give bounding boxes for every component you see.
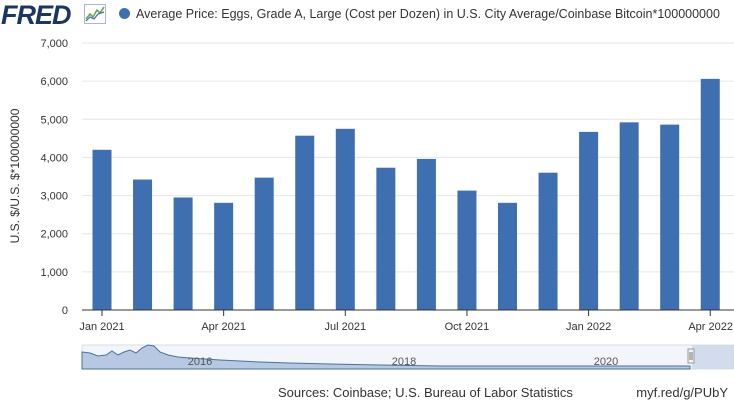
sources-note: Sources: Coinbase; U.S. Bureau of Labor …: [278, 385, 573, 400]
navigator-year-label: 2020: [594, 356, 618, 368]
y-tick-label: 3,000: [40, 191, 68, 203]
y-tick-label: 1,000: [40, 267, 68, 279]
bar-2021-01[interactable]: [92, 149, 112, 310]
legend-series-marker: [119, 8, 130, 19]
bar-2021-10[interactable]: [457, 190, 477, 310]
x-tick-label: Apr 2022: [688, 321, 733, 333]
bar-2021-08[interactable]: [376, 167, 396, 310]
y-tick-label: 5,000: [40, 114, 68, 126]
x-tick-label: Jul 2021: [325, 321, 367, 333]
bar-2021-07[interactable]: [335, 128, 355, 310]
bar-2021-11[interactable]: [498, 202, 517, 310]
bar-2022-01[interactable]: [579, 131, 599, 310]
x-tick-label: Jan 2021: [79, 321, 124, 333]
bar-2021-04[interactable]: [214, 202, 234, 310]
navigator-year-label: 2018: [392, 356, 416, 368]
y-axis-ticks: 0 1,000 2,000 3,000 4,000 5,000 6,000 7,000: [40, 38, 68, 317]
navigator-area: [81, 344, 691, 370]
bar-2021-12[interactable]: [538, 172, 558, 310]
bar-2022-02[interactable]: [619, 122, 639, 310]
bars: [92, 78, 720, 311]
bar-2021-05[interactable]: [254, 177, 274, 310]
x-tick-label: Oct 2021: [445, 321, 490, 333]
legend-series-label[interactable]: Average Price: Eggs, Grade A, Large (Cos…: [136, 7, 720, 21]
bar-2021-09[interactable]: [416, 158, 436, 310]
range-navigator[interactable]: 2016 2018 2020: [81, 344, 734, 370]
chart-header: FRED Average Price: Eggs, Grade A, Large…: [0, 0, 734, 32]
navigator-year-label: 2016: [188, 356, 212, 368]
x-tick-label: Jan 2022: [566, 321, 611, 333]
fred-logo[interactable]: FRED: [1, 0, 71, 30]
bar-2022-03[interactable]: [660, 124, 680, 310]
short-link[interactable]: myf.red/g/PUbY: [636, 385, 728, 400]
bar-2021-03[interactable]: [173, 197, 193, 310]
navigator-left-handle[interactable]: [687, 348, 695, 364]
navigator-selected-range[interactable]: [692, 345, 734, 369]
y-tick-label: 0: [62, 305, 68, 317]
y-tick-label: 7,000: [40, 38, 68, 50]
x-tick-label: Apr 2021: [201, 321, 246, 333]
x-axis-ticks: Jan 2021 Apr 2021 Jul 2021 Oct 2021 Jan 2022…: [79, 310, 733, 333]
bar-2022-04[interactable]: [700, 78, 720, 311]
bar-2021-06[interactable]: [295, 135, 315, 310]
y-tick-label: 6,000: [40, 76, 68, 88]
fred-logo-graph-icon: [84, 4, 106, 24]
y-tick-label: 2,000: [40, 229, 68, 241]
bar-2021-02[interactable]: [133, 179, 153, 310]
y-tick-label: 4,000: [40, 152, 68, 164]
y-axis-title: U.S. $/U.S. $*100000000: [8, 108, 22, 243]
